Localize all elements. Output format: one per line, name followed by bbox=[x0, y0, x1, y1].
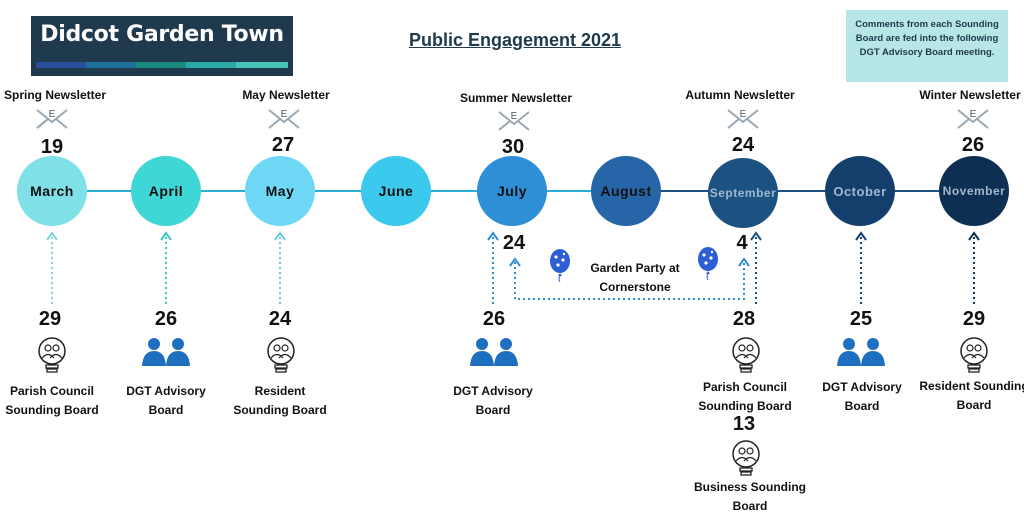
envelope-icon: E bbox=[727, 109, 759, 129]
newsletter-label: Winter Newsletter bbox=[919, 88, 1021, 102]
event-date: 25 bbox=[849, 308, 873, 330]
month-circle-july: July bbox=[477, 156, 547, 226]
people-icon bbox=[470, 338, 518, 366]
newsletter-date: 24 bbox=[731, 134, 755, 156]
event-label: Business Sounding Board bbox=[693, 480, 806, 513]
people-icon bbox=[142, 338, 190, 366]
envelope-icon: E bbox=[957, 109, 989, 129]
lightbulb-people-icon bbox=[960, 337, 988, 373]
garden-party-end-date: 4 bbox=[736, 232, 748, 254]
event-label: DGT Advisory Board bbox=[126, 384, 206, 417]
event-date: 24 bbox=[268, 308, 292, 330]
logo-bar-segment bbox=[136, 62, 186, 68]
event-date: 29 bbox=[962, 308, 986, 330]
envelope-letter: E bbox=[740, 109, 747, 120]
envelope-letter: E bbox=[511, 111, 518, 122]
people-icon bbox=[837, 338, 885, 366]
note-ticket: Comments from each Sounding Board are fe… bbox=[846, 10, 1008, 82]
balloon-icon bbox=[698, 247, 718, 280]
page-title: Public Engagement 2021 bbox=[408, 30, 622, 50]
balloon-icon bbox=[550, 249, 570, 282]
logo-bar-segment bbox=[86, 62, 136, 68]
newsletter-date: 27 bbox=[271, 134, 295, 156]
logo-bar-segment bbox=[36, 62, 86, 68]
month-circle-september: September bbox=[708, 158, 778, 228]
month-circle-march: March bbox=[17, 156, 87, 226]
newsletter-date: 26 bbox=[961, 134, 985, 156]
event-label: Resident Sounding Board bbox=[233, 384, 327, 417]
newsletter-label: May Newsletter bbox=[242, 88, 330, 102]
garden-party-start-date: 24 bbox=[502, 232, 526, 254]
event-date: 26 bbox=[154, 308, 178, 330]
event-date: 13 bbox=[732, 413, 756, 435]
event-label: DGT Advisory Board bbox=[822, 380, 902, 413]
envelope-letter: E bbox=[281, 109, 288, 120]
lightbulb-people-icon bbox=[732, 440, 760, 476]
envelope-letter: E bbox=[970, 109, 977, 120]
logo-bar-segment bbox=[186, 62, 236, 68]
event-date: 26 bbox=[482, 308, 506, 330]
envelope-icon: E bbox=[268, 109, 300, 129]
month-circle-april: April bbox=[131, 156, 201, 226]
envelope-letter: E bbox=[49, 109, 56, 120]
lightbulb-people-icon bbox=[732, 337, 760, 373]
logo: Didcot Garden Town bbox=[31, 16, 293, 76]
month-circle-august: August bbox=[591, 156, 661, 226]
newsletter-label: Spring Newsletter bbox=[3, 88, 107, 102]
month-circle-may: May bbox=[245, 156, 315, 226]
envelope-icon: E bbox=[498, 111, 530, 131]
envelope-icon: E bbox=[36, 109, 68, 129]
newsletter-label: Autumn Newsletter bbox=[685, 88, 795, 102]
lightbulb-people-icon bbox=[267, 337, 295, 373]
garden-party-label: Garden Party at Cornerstone bbox=[590, 261, 680, 294]
month-circle-june: June bbox=[361, 156, 431, 226]
note-text: Comments from each Sounding Board are fe… bbox=[855, 19, 999, 58]
event-label: Parish Council Sounding Board bbox=[698, 380, 792, 413]
logo-bar-segment bbox=[236, 62, 288, 68]
newsletter-date: 30 bbox=[501, 136, 525, 158]
month-circle-november: November bbox=[939, 156, 1009, 226]
month-circle-october: October bbox=[825, 156, 895, 226]
event-date: 29 bbox=[38, 308, 62, 330]
newsletter-label: Summer Newsletter bbox=[459, 91, 573, 105]
event-label: Resident Sounding Board bbox=[919, 379, 1024, 412]
lightbulb-people-icon bbox=[38, 337, 66, 373]
newsletter-date: 19 bbox=[40, 136, 64, 158]
event-date: 28 bbox=[732, 308, 756, 330]
logo-text: Didcot Garden Town bbox=[40, 22, 284, 47]
event-label: Parish Council Sounding Board bbox=[5, 384, 99, 417]
event-label: DGT Advisory Board bbox=[453, 384, 533, 417]
